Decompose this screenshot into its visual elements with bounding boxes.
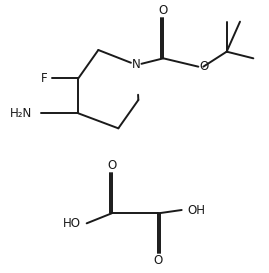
Text: O: O <box>159 4 168 17</box>
Text: HO: HO <box>63 217 81 230</box>
Text: O: O <box>154 254 163 267</box>
Text: O: O <box>199 60 208 73</box>
Text: F: F <box>41 72 47 85</box>
Text: H₂N: H₂N <box>10 107 32 120</box>
Text: OH: OH <box>188 203 206 216</box>
Text: N: N <box>132 58 141 72</box>
Text: O: O <box>107 159 116 172</box>
